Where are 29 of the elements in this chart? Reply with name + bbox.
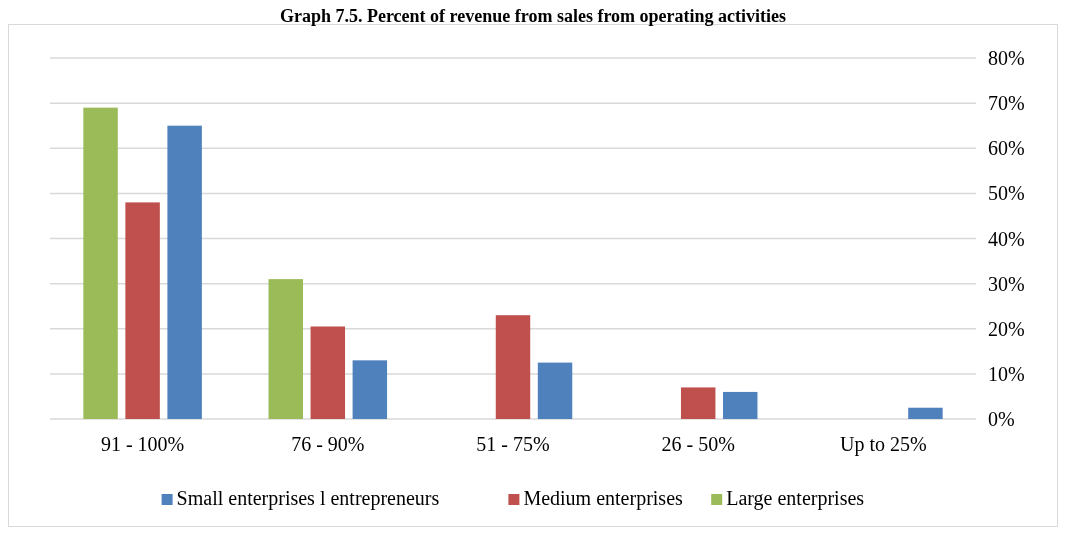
y-tick-label: 0% xyxy=(988,408,1015,430)
chart-title: Graph 7.5. Percent of revenue from sales from operating activities xyxy=(279,6,787,26)
y-tick-label: 40% xyxy=(988,227,1025,250)
y-tick-label: 50% xyxy=(988,182,1025,205)
x-tick-label: 51 - 75% xyxy=(476,433,550,455)
y-tick-label: 60% xyxy=(988,137,1025,160)
bar xyxy=(310,326,346,419)
x-tick-label: 91 - 100% xyxy=(100,433,185,455)
x-tick-label: Up to 25% xyxy=(840,433,927,456)
x-tick-label: 76 - 90% xyxy=(291,433,365,455)
y-tick-label: 70% xyxy=(988,92,1025,115)
legend-label: Small enterprises l entrepreneurs xyxy=(176,487,440,510)
bar xyxy=(83,107,118,419)
y-tick-label: 20% xyxy=(988,317,1025,340)
bar xyxy=(537,362,573,419)
bar xyxy=(268,279,303,419)
bar xyxy=(908,407,943,419)
bar xyxy=(680,387,716,419)
legend-label: Medium enterprises xyxy=(523,487,684,510)
bar xyxy=(352,360,388,419)
y-tick-label: 80% xyxy=(988,47,1025,69)
x-tick-label: 26 - 50% xyxy=(661,433,735,455)
legend-label: Large enterprises xyxy=(726,487,865,510)
bar xyxy=(723,391,758,419)
bar xyxy=(495,315,531,419)
y-tick-label: 10% xyxy=(988,362,1025,385)
bar xyxy=(167,125,202,419)
bar xyxy=(125,202,160,419)
y-tick-label: 30% xyxy=(988,272,1025,295)
